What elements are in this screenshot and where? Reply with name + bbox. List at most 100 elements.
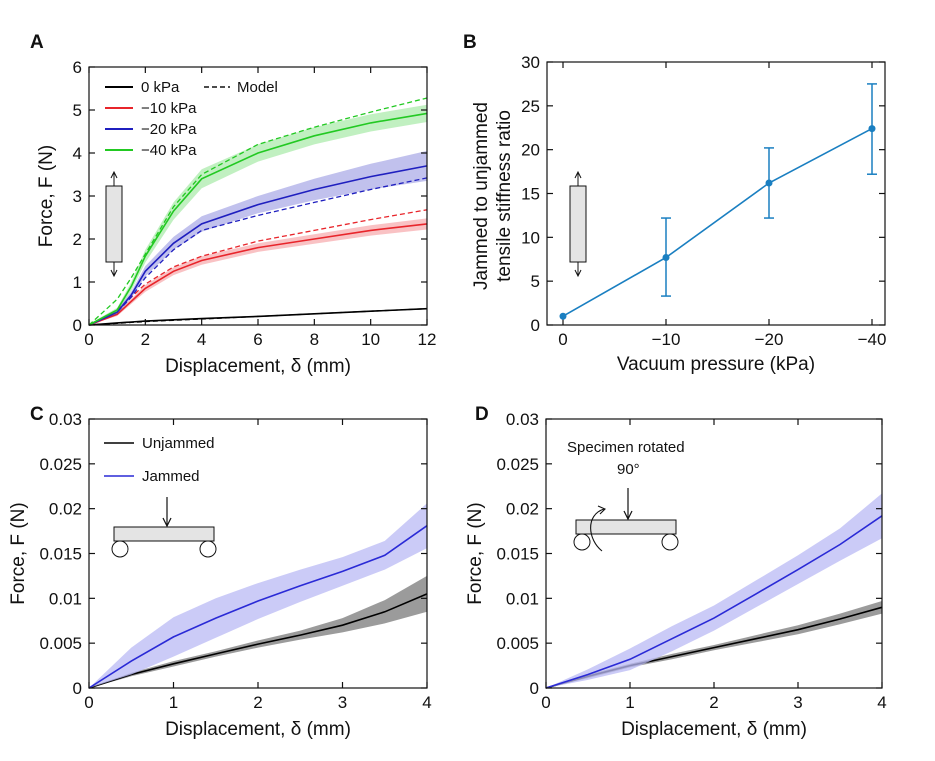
chart-c-y-tick-label: 0: [73, 679, 82, 698]
chart-b-arrowhead-down: [574, 269, 582, 278]
chart-d-y-tick-label: 0.01: [506, 589, 539, 608]
chart-d-annotation-line2: 90°: [617, 461, 640, 478]
chart-c-x-axis-label: Displacement, δ (mm): [165, 719, 351, 740]
chart-a-legend-model-label: Model: [237, 79, 278, 96]
chart-b-y-axis-label-line2: tensile stiffness ratio: [494, 110, 515, 282]
chart-c-y-tick-label: 0.025: [39, 455, 82, 474]
chart-a-y-tick-label: 3: [73, 187, 82, 206]
chart-c-y-tick-label: 0.02: [49, 500, 82, 519]
chart-d-x-tick-label: 3: [793, 693, 802, 712]
chart-c-legend-label: Jammed: [142, 468, 200, 485]
chart-b-x-tick-label: −40: [858, 330, 887, 349]
chart-a-y-tick-label: 1: [73, 273, 82, 292]
chart-b-y-tick-label: 30: [521, 53, 540, 72]
chart-c-x-tick-label: 2: [253, 693, 262, 712]
chart-a-series-1-line: [88, 223, 428, 326]
chart-d-y-tick-label: 0: [530, 679, 539, 698]
chart-b-plot-frame: [546, 61, 886, 326]
chart-b-x-tick-label: −10: [652, 330, 681, 349]
chart-b-y-tick-label: 25: [521, 97, 540, 116]
chart-c-y-tick-label: 0.03: [49, 410, 82, 429]
chart-a-y-axis-label: Force, F (N): [36, 145, 57, 247]
chart-a-x-tick-label: 6: [253, 330, 262, 349]
chart-c-x-tick-label: 1: [169, 693, 178, 712]
chart-a-legend-label: −20 kPa: [141, 121, 197, 138]
chart-b-line: [562, 127, 873, 317]
chart-d-beam-icon: [575, 519, 677, 535]
chart-c-support-icon: [199, 540, 217, 558]
chart-c-x-tick-label: 0: [84, 693, 93, 712]
chart-a-series-2-line: [88, 165, 428, 326]
chart-d-rotation-arrowhead: [597, 505, 606, 515]
chart-a-x-tick-label: 2: [141, 330, 150, 349]
chart-a-y-tick-label: 2: [73, 230, 82, 249]
panel-label-b: B: [463, 32, 477, 53]
chart-d-y-tick-label: 0.015: [496, 545, 539, 564]
chart-b: 0 −10 −20 −40 0 5 10 15 20 25 30 Jammed to unjammed…: [471, 53, 886, 375]
chart-d-support-icon: [573, 533, 591, 551]
chart-d-x-tick-label: 1: [625, 693, 634, 712]
chart-c-x-tick-label: 3: [338, 693, 347, 712]
chart-c-support-icon: [111, 540, 129, 558]
chart-c-y-tick-label: 0.015: [39, 545, 82, 564]
chart-a-arrowhead-up: [110, 170, 118, 179]
chart-a-x-axis-label: Displacement, δ (mm): [165, 356, 351, 377]
chart-c-y-tick-label: 0.01: [49, 589, 82, 608]
chart-d-y-tick-label: 0.02: [506, 500, 539, 519]
chart-b-point: [765, 179, 773, 187]
chart-d-y-tick-label: 0.025: [496, 455, 539, 474]
chart-c-series-1-band: [89, 503, 427, 688]
chart-b-point: [662, 253, 670, 261]
chart-a-model-2: [88, 177, 428, 326]
chart-c-x-tick-label: 4: [422, 693, 431, 712]
chart-a-x-tick-label: 12: [418, 330, 437, 349]
chart-a-x-tick-label: 0: [84, 330, 93, 349]
panel-label-a: A: [30, 32, 44, 53]
chart-c-series-1-line: [88, 525, 428, 689]
chart-d-x-tick-label: 0: [541, 693, 550, 712]
chart-a-series-3-band: [89, 104, 427, 325]
chart-a-legend-label: 0 kPa: [141, 79, 180, 96]
chart-a-series-2-band: [89, 150, 427, 325]
chart-b-y-axis-label-line1: Jammed to unjammed: [471, 102, 492, 290]
panel-label-d: D: [475, 404, 489, 425]
chart-a-series-1-band: [89, 218, 427, 325]
chart-a-legend-label: −40 kPa: [141, 142, 197, 159]
chart-c-legend-label: Unjammed: [142, 435, 215, 452]
chart-c-y-axis-label: Force, F (N): [8, 502, 29, 604]
chart-d-y-tick-label: 0.005: [496, 634, 539, 653]
chart-d-load-arrowhead: [623, 510, 633, 521]
chart-b-point: [868, 125, 876, 133]
chart-d-y-tick-label: 0.03: [506, 410, 539, 429]
chart-a-series-3-line: [88, 112, 428, 326]
chart-c: 0 1 2 3 4 0 0.005 0.01 0.015 0.02 0.025 0.03 Force, …: [8, 410, 432, 740]
chart-a-y-tick-label: 4: [73, 144, 82, 163]
chart-a-y-tick-label: 0: [73, 316, 82, 335]
chart-a-model-3: [88, 97, 428, 326]
chart-d-rotation-arrow: [590, 508, 605, 552]
chart-c-series-0-line: [88, 593, 428, 689]
chart-b-y-tick-label: 15: [521, 185, 540, 204]
chart-b-arrowhead-up: [574, 170, 582, 179]
chart-b-y-tick-label: 10: [521, 228, 540, 247]
chart-d-support-icon: [661, 533, 679, 551]
chart-b-y-tick-label: 20: [521, 141, 540, 160]
chart-b-point: [559, 312, 567, 320]
chart-d-x-tick-label: 4: [877, 693, 886, 712]
chart-b-y-tick-label: 5: [531, 272, 540, 291]
chart-a-specimen-icon: [105, 185, 123, 263]
chart-d-series-1-line: [545, 515, 883, 689]
chart-d-annotation-line1: Specimen rotated: [567, 439, 685, 456]
chart-b-y-tick-label: 0: [531, 316, 540, 335]
chart-a-x-tick-label: 4: [197, 330, 206, 349]
chart-d: 0 1 2 3 4 0 0.005 0.01 0.015 0.02 0.025 0.03 Force, …: [465, 410, 887, 740]
chart-a-y-tick-label: 6: [73, 58, 82, 77]
chart-c-y-tick-label: 0.005: [39, 634, 82, 653]
panel-label-c: C: [30, 404, 44, 425]
chart-a-legend-label: −10 kPa: [141, 100, 197, 117]
chart-d-x-tick-label: 2: [709, 693, 718, 712]
chart-a-y-tick-label: 5: [73, 101, 82, 120]
chart-b-specimen-icon: [569, 185, 587, 263]
